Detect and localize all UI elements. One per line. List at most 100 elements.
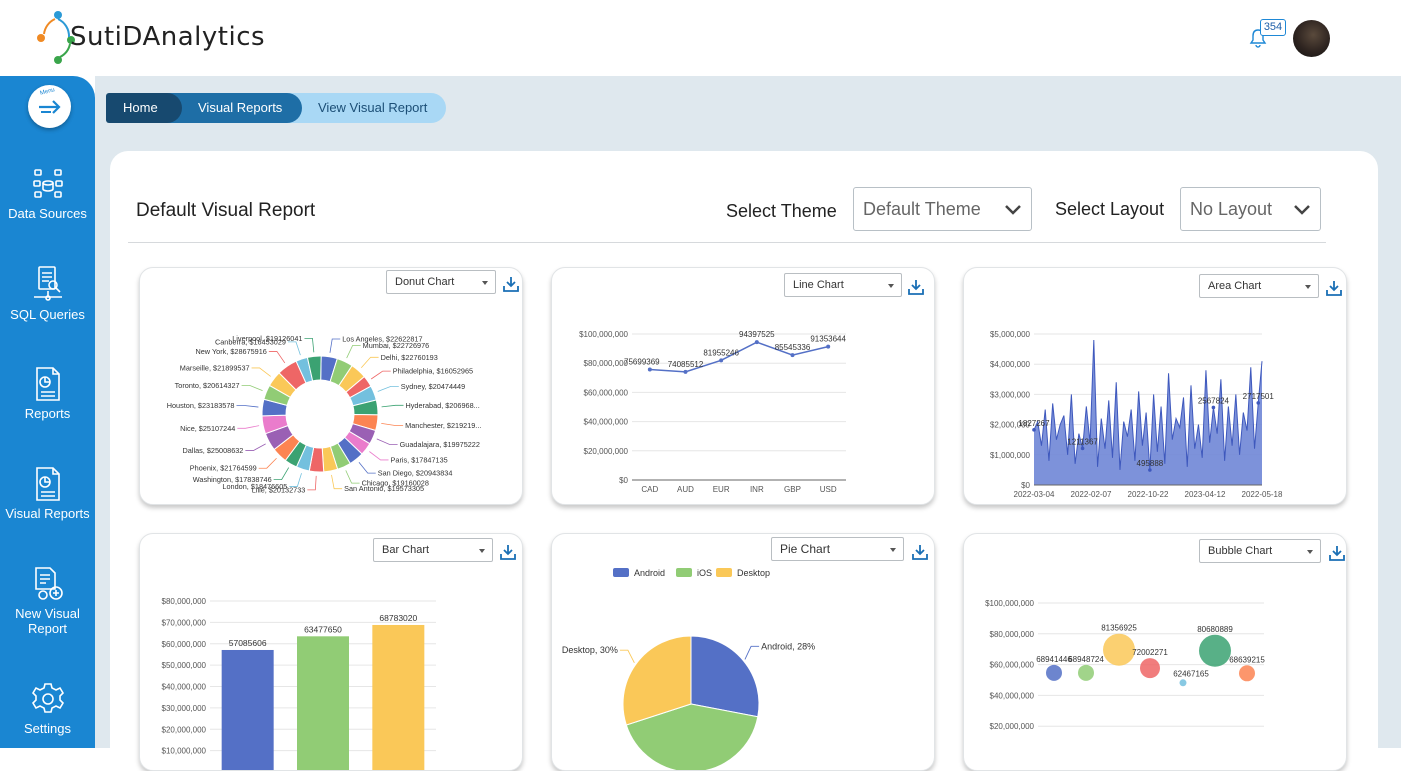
donut-label-line [370,370,391,380]
theme-select[interactable]: Default Theme [853,187,1032,231]
breadcrumb-home[interactable]: Home [106,93,182,123]
donut-label: Manchester, $219219... [405,421,481,430]
bar-chart: $10,000,000$20,000,000$30,000,000$40,000… [162,597,436,770]
y-tick-label: $40,000,000 [162,683,207,692]
sidebar-item-label: Reports [24,406,71,421]
data-label: 62467165 [1173,669,1209,678]
donut-label: Mumbai, $22726976 [363,341,430,350]
donut-label-line [245,443,266,451]
breadcrumb-visual-reports[interactable]: Visual Reports [164,93,302,123]
donut-label: Hyderabad, $206968... [406,401,480,410]
app-header: SutiDAnalytics 354 [0,0,1401,76]
y-tick-label: $0 [1021,481,1030,490]
pie-slice [622,635,692,726]
y-tick-label: $30,000,000 [162,704,207,713]
sidebar-item-label: Settings [24,721,71,736]
donut-label: Canberra, $16453029 [215,337,286,346]
donut-label-line [241,384,263,392]
legend-label: iOS [697,568,712,578]
download-icon[interactable] [1328,544,1346,562]
legend-label: Desktop [737,568,770,578]
donut-label-line [307,475,317,491]
x-tick-label: EUR [713,485,730,494]
sidebar-item-sql-queries[interactable]: SQL Queries [0,265,95,322]
layout-select-value: No Layout [1190,199,1273,219]
data-label: 81955246 [703,348,739,357]
y-tick-label: $40,000,000 [584,418,629,427]
y-tick-label: $2,000,000 [990,421,1031,430]
chart-type-value: Bubble Chart [1208,545,1273,557]
menu-toggle-button[interactable]: Menu [28,85,71,128]
download-icon[interactable] [502,275,520,293]
main-content: View Visual Report Visual Reports Home D… [95,76,1401,771]
sidebar: Menu Data Sources SQL Queries [0,76,95,748]
sidebar-item-reports[interactable]: Reports [0,366,95,421]
chart-type-select[interactable]: Bar Chart [373,538,493,562]
line-chart: $0 $20,000,000 $40,000,000 $60,000,000 $80,0… [579,330,846,494]
bar [297,636,349,770]
x-tick-label: 2023-04-12 [1185,490,1226,499]
donut-chart-card: Donut Chart Los Angeles, $22622817 Mumbai… [139,267,523,505]
sidebar-item-new-visual-report[interactable]: New Visual Report [0,566,95,636]
data-label: 94397525 [739,330,775,339]
data-point [683,369,688,374]
page-title: Default Visual Report [136,200,316,221]
reports-icon [35,367,60,401]
data-point [647,367,652,372]
donut-label-line [345,470,360,484]
bar-chart-card: Bar Chart $10,000,000 $20,000,000 $30,000,… [139,533,523,771]
chart-type-select[interactable]: Area Chart [1199,274,1319,298]
x-tick-label: 2022-05-18 [1242,490,1283,499]
chart-type-select[interactable]: Donut Chart [386,270,496,294]
y-tick-label: $20,000,000 [990,722,1035,731]
bubble [1103,633,1135,666]
download-icon[interactable] [911,543,929,561]
donut-label: Los Angeles, $22622817 [342,334,422,343]
download-icon[interactable] [907,278,925,296]
data-label: 2567824 [1198,396,1230,405]
sidebar-item-settings[interactable]: Settings [0,681,95,736]
bubble [1078,664,1094,681]
chart-type-value: Line Chart [793,279,844,291]
donut-label: Dallas, $25008632 [183,446,244,455]
layout-select[interactable]: No Layout [1180,187,1321,231]
donut-label-line [304,337,315,353]
data-label: 91353644 [810,335,846,344]
chart-type-select[interactable]: Bubble Chart [1199,539,1321,563]
chart-type-select[interactable]: Pie Chart [771,537,904,561]
chart-type-select[interactable]: Line Chart [784,273,902,297]
series-line [1033,340,1263,471]
pie-label-line [619,649,635,664]
arrow-right-icon [39,100,61,114]
pie-label: Desktop, 30% [562,645,618,655]
data-label: 495888 [1137,459,1164,468]
y-tick-label: $80,000,000 [990,630,1035,639]
breadcrumb-view-visual-report[interactable]: View Visual Report [284,93,446,123]
donut-label-line [377,385,399,392]
legend-label: Android [634,568,665,578]
sidebar-item-label: Visual Reports [5,506,90,521]
pie-slice [690,635,760,718]
donut-label: Paris, $17847135 [391,455,448,464]
y-tick-label: $80,000,000 [162,597,207,606]
y-tick-label: $70,000,000 [162,618,207,627]
download-icon[interactable] [499,543,517,561]
y-tick-label: $80,000,000 [584,359,629,368]
download-icon[interactable] [1325,279,1343,297]
sidebar-item-visual-reports[interactable]: Visual Reports [0,466,95,521]
user-avatar[interactable] [1293,20,1330,57]
sidebar-item-label: New Visual Report [15,606,80,636]
donut-label: San Diego, $20943834 [378,469,453,478]
notification-count-badge[interactable]: 354 [1260,19,1286,36]
sidebar-item-data-sources[interactable]: Data Sources [0,166,95,221]
legend-swatch [676,568,692,577]
donut-label: Houston, $23183578 [167,401,235,410]
data-point [719,358,724,363]
donut-label: Lille, $20132733 [252,485,306,494]
data-label: 68639215 [1229,655,1265,664]
pie-label-line [744,645,760,660]
line-chart-card: Line Chart $0 $20,000,000 $40,000,000 $60,0… [551,267,935,505]
data-label: 1211367 [1067,437,1098,446]
data-point [1211,405,1216,410]
app-logo[interactable]: SutiDAnalytics [36,10,265,64]
